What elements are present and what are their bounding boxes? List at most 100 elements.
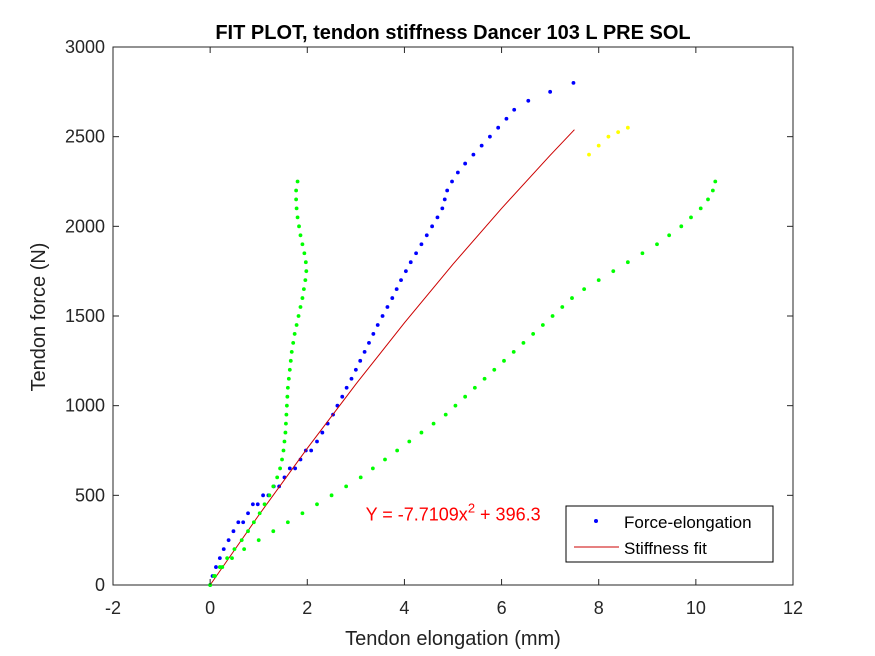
series-2-point xyxy=(304,269,309,274)
series-2-point xyxy=(303,260,308,265)
series-3-point xyxy=(679,224,684,229)
stiffness-fit-line xyxy=(209,129,575,586)
force-elongation-point xyxy=(385,305,390,309)
force-elongation-point xyxy=(450,179,454,184)
plot-frame xyxy=(112,46,794,586)
y-tick-label: 1000 xyxy=(65,396,105,416)
series-2-point xyxy=(298,233,303,238)
series-2-point xyxy=(302,251,307,256)
series-3-point xyxy=(383,457,387,462)
series-2-point xyxy=(285,385,290,390)
force-elongation-point xyxy=(435,215,440,220)
series-2-point xyxy=(295,215,300,220)
force-elongation-point xyxy=(571,80,576,85)
force-elongation-point xyxy=(403,269,408,274)
series-2-point xyxy=(288,358,293,363)
force-elongation-point xyxy=(463,161,468,166)
series-3-point xyxy=(492,367,497,372)
series-3-point xyxy=(300,511,305,516)
series-3-point xyxy=(521,341,526,345)
series-3-point xyxy=(655,242,659,247)
x-tick-label: 6 xyxy=(497,598,507,618)
series-3-point xyxy=(407,439,412,444)
series-3-point xyxy=(213,574,217,578)
force-elongation-point xyxy=(375,323,380,327)
force-elongation-point xyxy=(261,493,265,498)
series-2-point xyxy=(287,367,292,372)
force-elongation-point xyxy=(526,98,531,103)
series-3-point xyxy=(482,376,487,381)
series-2-point xyxy=(296,314,301,318)
series-4-point xyxy=(625,125,630,130)
y-tick-label: 2500 xyxy=(65,127,105,147)
force-elongation-point xyxy=(349,376,354,381)
series-3-point xyxy=(570,296,574,300)
series-3-point xyxy=(220,565,225,569)
series-2-point xyxy=(267,493,272,498)
series-2-point xyxy=(280,457,284,462)
series-3-point xyxy=(329,493,334,498)
series-2-point xyxy=(278,466,282,471)
series-3-point xyxy=(596,278,601,283)
chart-legend: Force-elongation Stiffness fit xyxy=(565,505,774,563)
force-elongation-point xyxy=(315,439,319,444)
series-3-point xyxy=(625,260,630,265)
series-2-point xyxy=(294,197,299,202)
force-elongation-point xyxy=(424,233,429,238)
series-3-point xyxy=(710,188,715,193)
force-elongation-point xyxy=(320,430,325,435)
force-elongation-point xyxy=(241,520,246,525)
y-tick-label: 1500 xyxy=(65,306,105,326)
force-elongation-point xyxy=(471,152,476,157)
y-tick-label: 0 xyxy=(95,575,105,595)
series-3-point xyxy=(242,547,247,552)
series-2-point xyxy=(285,394,290,399)
force-elongation-point xyxy=(353,367,358,372)
series-2-point xyxy=(239,538,244,543)
y-tick-label: 2000 xyxy=(65,216,105,236)
series-2-point xyxy=(298,305,303,309)
series-3-point xyxy=(419,430,424,435)
series-2-point xyxy=(291,341,296,345)
series-3-point xyxy=(370,466,375,471)
force-elongation-point xyxy=(214,565,218,569)
series-3-point xyxy=(611,269,616,274)
series-2-point xyxy=(303,278,308,283)
fit-equation-text: Y = -7.7109x xyxy=(366,504,468,524)
series-3-point xyxy=(443,412,448,417)
series-2-point xyxy=(300,296,305,300)
legend-label-stiffness-fit: Stiffness fit xyxy=(624,539,707,558)
series-2-point xyxy=(282,439,287,444)
series-2-point xyxy=(225,556,230,560)
force-elongation-point xyxy=(442,197,447,202)
series-3-point xyxy=(315,502,319,507)
force-elongation-point xyxy=(512,107,517,112)
series-2-point xyxy=(271,484,276,489)
series-3-point xyxy=(431,421,436,426)
series-3-point xyxy=(271,529,276,534)
force-elongation-point xyxy=(362,349,367,354)
series-2-point xyxy=(297,224,301,229)
x-tick-label: 8 xyxy=(594,598,604,618)
series-2-point xyxy=(295,179,300,184)
x-tick-label: 12 xyxy=(783,598,803,618)
series-2-point xyxy=(294,323,299,327)
series-3-point xyxy=(698,206,703,211)
series-2-point xyxy=(300,242,305,247)
series-2-point xyxy=(284,421,288,426)
series-2-point xyxy=(286,376,291,381)
series-3-point xyxy=(560,305,565,309)
series-3-point xyxy=(550,314,555,318)
series-3-point xyxy=(706,197,710,202)
series-3-point xyxy=(531,332,536,336)
force-elongation-point xyxy=(440,206,445,211)
force-elongation-point xyxy=(419,242,424,247)
force-elongation-point xyxy=(226,538,231,543)
force-elongation-point xyxy=(344,385,349,390)
series-3-point xyxy=(502,358,506,363)
force-elongation-point xyxy=(287,466,292,471)
legend-marker-force-elongation xyxy=(594,519,598,523)
x-tick-label: 10 xyxy=(686,598,706,618)
